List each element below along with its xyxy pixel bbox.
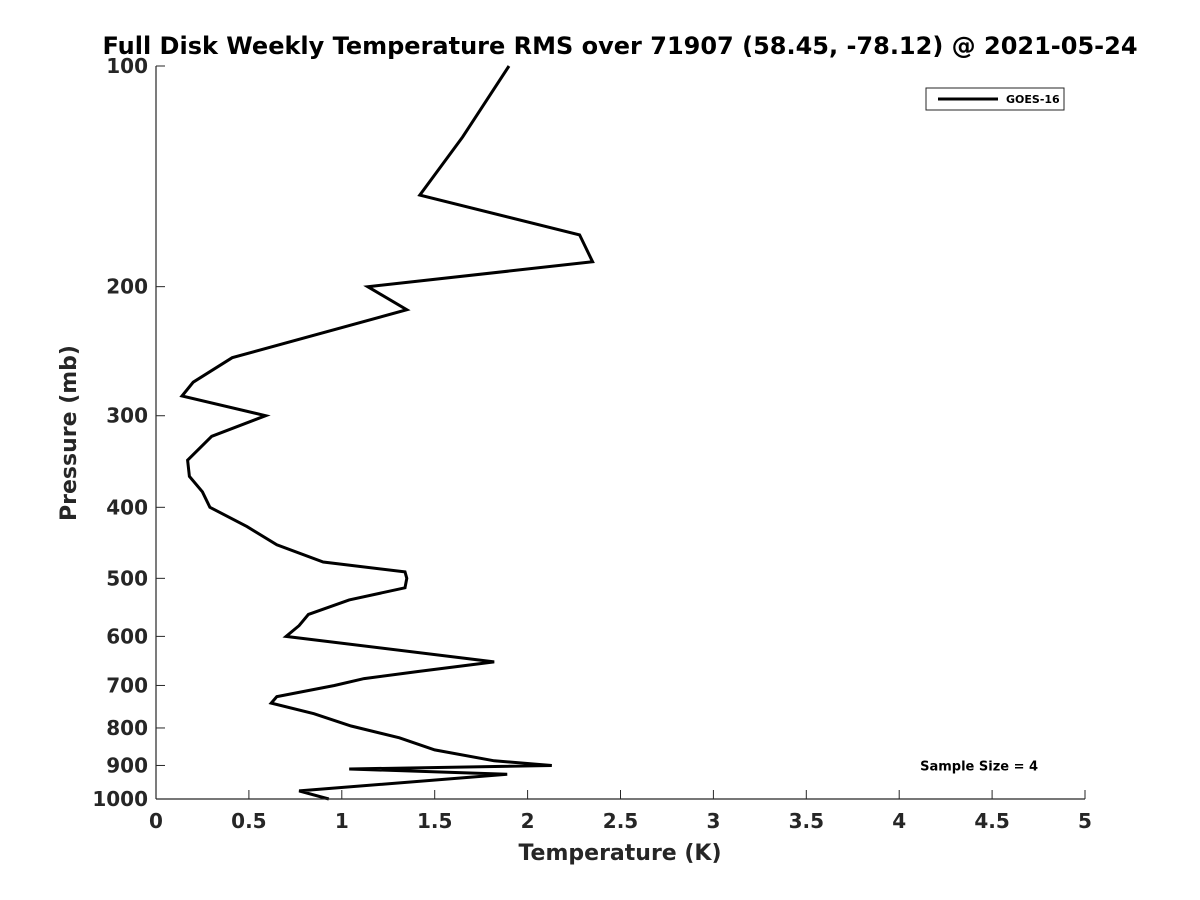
y-tick-label: 700: [106, 673, 148, 697]
x-axis-ticks: 0 0.5 1 1.5 2 2.5 3 3.5 4 4.5 5: [149, 790, 1092, 833]
x-tick-label: 3.5: [789, 809, 824, 833]
legend: GOES-16: [925, 87, 1065, 111]
y-tick-label: 900: [106, 753, 148, 777]
plot-area: 0 0.5 1 1.5 2 2.5 3 3.5 4 4.5 5 100 200 300 400 500 600…: [92, 54, 1092, 833]
x-tick-label: 0.5: [231, 809, 266, 833]
y-tick-label: 600: [106, 624, 148, 648]
x-tick-label: 5: [1078, 809, 1092, 833]
data-layer: [179, 65, 595, 801]
series-line-0: [179, 65, 595, 801]
x-tick-label: 1.5: [417, 809, 452, 833]
y-axis-label: Pressure (mb): [57, 345, 82, 521]
x-tick-label: 4: [892, 809, 906, 833]
x-tick-label: 4.5: [974, 809, 1009, 833]
x-axis-label: Temperature (K): [518, 841, 721, 866]
y-tick-label: 400: [106, 495, 148, 519]
x-tick-label: 1: [335, 809, 349, 833]
sample-size-annotation: Sample Size = 4: [920, 759, 1038, 774]
chart-title: Full Disk Weekly Temperature RMS over 71…: [102, 32, 1137, 60]
y-tick-label: 1000: [92, 787, 148, 811]
x-tick-label: 2: [521, 809, 535, 833]
y-tick-label: 300: [106, 404, 148, 428]
y-tick-label: 500: [106, 566, 148, 590]
x-tick-label: 0: [149, 809, 163, 833]
y-tick-label: 200: [106, 275, 148, 299]
y-tick-label: 100: [106, 54, 148, 78]
x-tick-label: 3: [706, 809, 720, 833]
y-tick-label: 800: [106, 716, 148, 740]
legend-label: GOES-16: [1006, 93, 1060, 106]
y-axis-ticks: 100 200 300 400 500 600 700 800 900 1000: [92, 54, 165, 811]
x-tick-label: 2.5: [603, 809, 638, 833]
